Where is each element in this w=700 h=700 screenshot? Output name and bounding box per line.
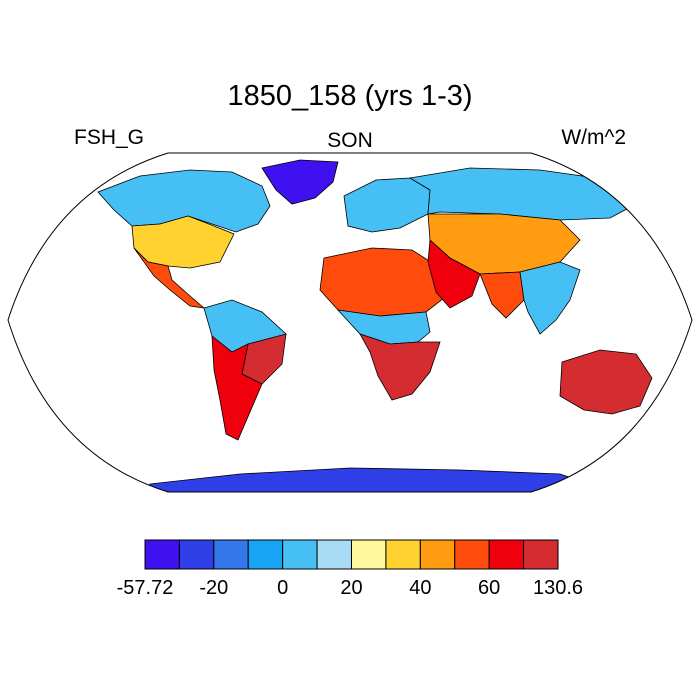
colorbar-tick-label: -57.72 — [117, 577, 174, 599]
colorbar-box — [419, 539, 456, 570]
colorbar-tick-label: -20 — [199, 577, 228, 599]
region-mexico — [133, 247, 206, 309]
region-southeast-asia — [519, 261, 581, 335]
colorbar-boxes — [144, 539, 559, 570]
land-layer — [97, 159, 653, 492]
colorbar-box — [178, 539, 215, 570]
colorbar-tick-label: 40 — [409, 577, 431, 599]
colorbar-box — [488, 539, 525, 570]
colorbar-box — [247, 539, 284, 570]
colorbar-box — [454, 539, 490, 570]
colorbar-box — [523, 539, 559, 570]
variable-label: FSH_G — [74, 126, 145, 149]
colorbar-box — [144, 539, 180, 570]
region-north-africa — [319, 247, 445, 317]
colorbar-ticks: -57.72 -20 0 20 40 60 130.6 — [117, 577, 583, 599]
units-label: W/m^2 — [561, 126, 626, 149]
region-arabia — [427, 239, 481, 309]
map-title: 1850_158 (yrs 1-3) — [227, 80, 473, 112]
map-boundary — [7, 152, 693, 493]
region-antarctica — [139, 467, 591, 492]
colorbar-box — [213, 539, 249, 570]
region-greenland — [261, 159, 339, 205]
colorbar-box — [282, 539, 318, 570]
colorbar-box — [316, 539, 353, 570]
region-southern-africa — [359, 333, 441, 401]
region-india — [479, 271, 525, 319]
colorbar-tick-label: 60 — [478, 577, 500, 599]
region-south-america-south — [211, 335, 263, 441]
region-siberia — [408, 167, 641, 221]
colorbar-box — [385, 539, 421, 570]
colorbar-tick-label: 20 — [340, 577, 362, 599]
region-australia — [559, 349, 653, 415]
colorbar-tick-label: 130.6 — [533, 577, 583, 599]
colorbar-tick-label: 0 — [277, 577, 288, 599]
season-label: SON — [327, 129, 373, 152]
colorbar-box — [351, 539, 387, 570]
